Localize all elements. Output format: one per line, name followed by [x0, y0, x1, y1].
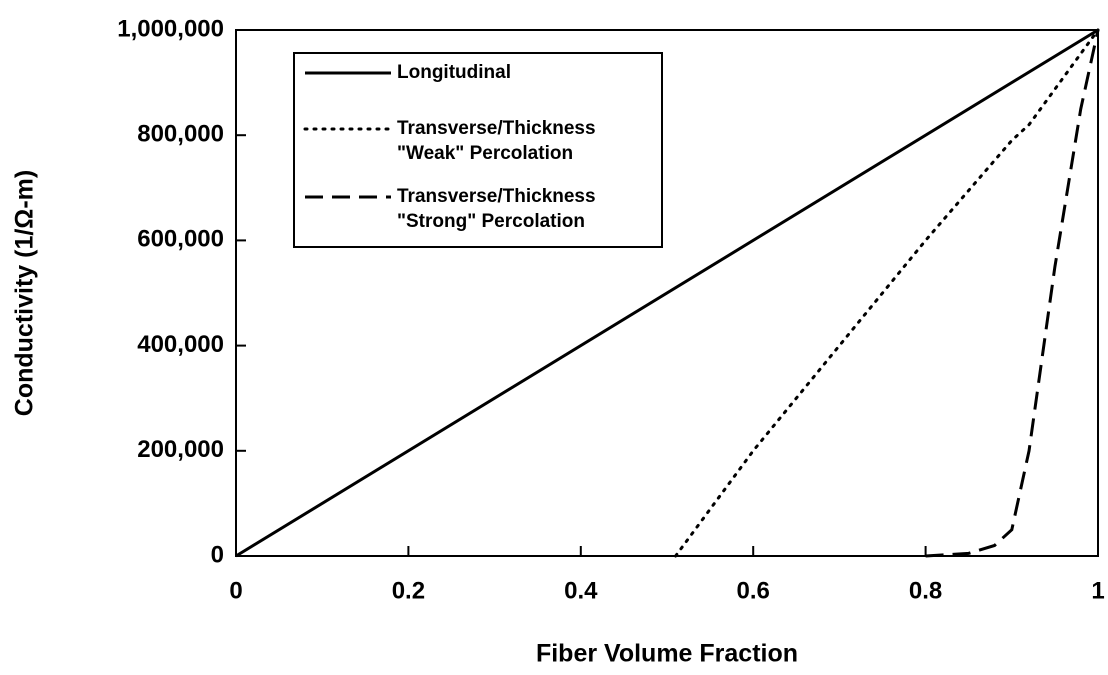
x-tick-label: 1	[1091, 577, 1104, 604]
y-tick-label: 800,000	[137, 121, 224, 148]
x-axis-title: Fiber Volume Fraction	[536, 640, 798, 668]
y-axis-title: Conductivity (1/Ω-m)	[11, 170, 39, 416]
legend-label: Longitudinal	[397, 62, 511, 83]
y-tick-label: 400,000	[137, 331, 224, 358]
series-line	[925, 29, 1100, 558]
y-tick-label: 200,000	[137, 436, 224, 463]
legend-item: Transverse/Thickness "Strong" Percolatio…	[303, 184, 596, 234]
series-line	[674, 28, 1100, 558]
x-tick-label: 0.2	[392, 577, 425, 604]
legend-swatch	[303, 127, 393, 131]
y-tick-label: 600,000	[137, 226, 224, 253]
x-tick-label: 0.6	[737, 577, 770, 604]
legend-item: Longitudinal	[303, 60, 511, 85]
series-line	[235, 28, 1099, 558]
x-tick-label: 0	[229, 577, 242, 604]
y-tick-label: 1,000,000	[117, 15, 224, 42]
legend-swatch	[305, 195, 391, 199]
legend: Longitudinal Transverse/Thickness "Weak" …	[293, 52, 663, 248]
plot-frame	[235, 29, 1099, 557]
y-tick-label: 0	[211, 541, 224, 568]
x-tick-label: 0.8	[909, 577, 942, 604]
legend-swatch	[305, 71, 391, 75]
legend-label: Transverse/Thickness "Strong" Percolatio…	[397, 186, 596, 232]
legend-label: Transverse/Thickness "Weak" Percolation	[397, 118, 596, 164]
x-tick-label: 0.4	[564, 577, 598, 604]
legend-item: Transverse/Thickness "Weak" Percolation	[303, 116, 596, 166]
